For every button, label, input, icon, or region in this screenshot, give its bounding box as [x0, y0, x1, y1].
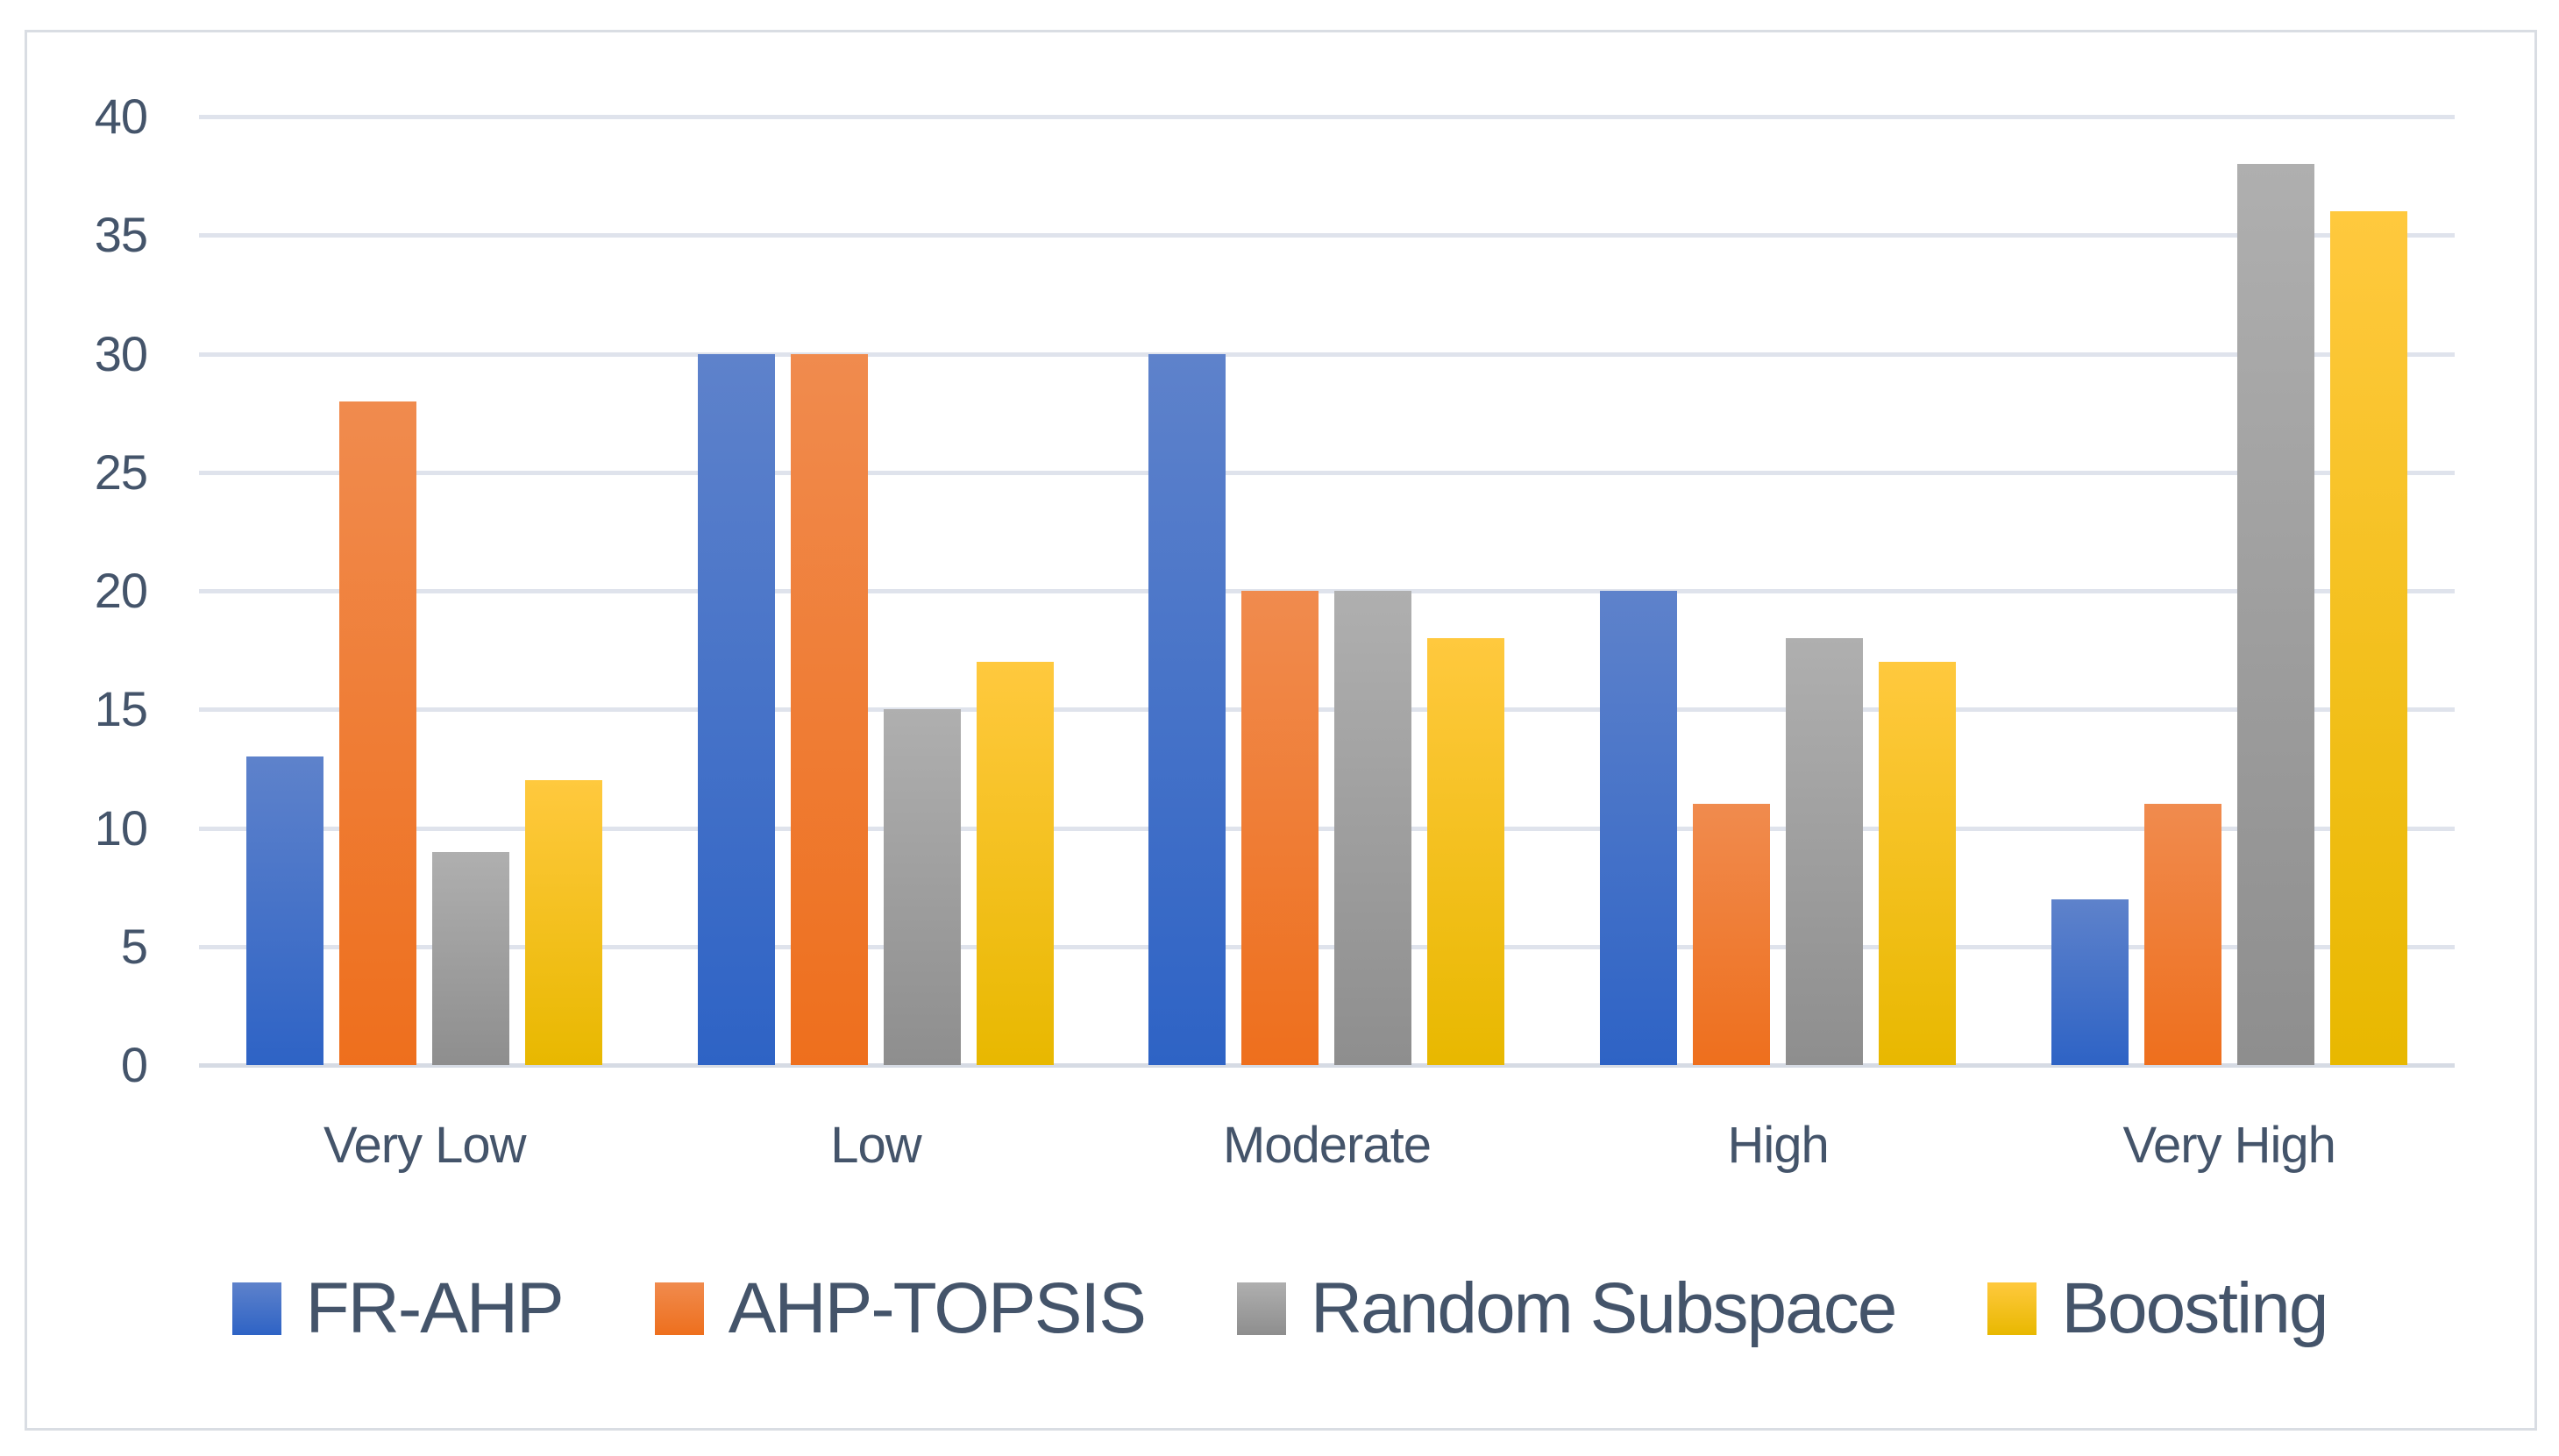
- legend-label-fr-ahp: FR-AHP: [305, 1268, 565, 1348]
- y-tick-label-0: 0: [120, 1037, 148, 1092]
- legend-label-random-subspace: Random Subspace: [1310, 1268, 1897, 1348]
- legend-swatch-boosting: [1987, 1282, 2037, 1335]
- bar-fr-ahp-moderate: [1148, 353, 1226, 1065]
- x-tick-label-high: High: [1727, 1117, 1829, 1174]
- legend-swatch-random-subspace: [1236, 1282, 1286, 1335]
- legend: FR-AHP AHP-TOPSIS Random Subspace Boosting: [0, 1269, 2559, 1348]
- legend-item-boosting: Boosting: [1987, 1268, 2328, 1348]
- bar-boosting-very-low: [525, 780, 603, 1065]
- gridline-5: [199, 944, 2455, 949]
- bar-boosting-moderate: [1427, 638, 1505, 1065]
- bar-group-very-high: [2003, 164, 2455, 1065]
- bar-random-subspace-moderate: [1334, 591, 1412, 1065]
- bar-boosting-high: [1879, 662, 1957, 1065]
- bar-random-subspace-high: [1786, 638, 1864, 1065]
- gridline-10: [199, 826, 2455, 831]
- x-tick-label-very-low: Very Low: [323, 1117, 527, 1174]
- bar-group-very-low: [199, 401, 650, 1065]
- y-tick-label-25: 25: [94, 444, 148, 500]
- x-tick-label-very-high: Very High: [2122, 1117, 2335, 1174]
- x-tick-label-moderate: Moderate: [1222, 1117, 1432, 1174]
- legend-swatch-ahp-topsis: [654, 1282, 704, 1335]
- y-tick-label-15: 15: [94, 681, 148, 737]
- bar-fr-ahp-very-high: [2051, 898, 2129, 1065]
- legend-item-fr-ahp: FR-AHP: [231, 1268, 565, 1348]
- gridline-30: [199, 352, 2455, 357]
- gridline-25: [199, 470, 2455, 475]
- bar-boosting-very-high: [2329, 211, 2407, 1065]
- legend-label-boosting: Boosting: [2061, 1268, 2328, 1348]
- bar-fr-ahp-low: [697, 353, 775, 1065]
- bar-ahp-topsis-high: [1693, 804, 1771, 1065]
- y-tick-label-30: 30: [94, 325, 148, 381]
- bar-random-subspace-very-high: [2236, 164, 2314, 1065]
- bar-boosting-low: [976, 662, 1054, 1065]
- bar-random-subspace-low: [883, 709, 961, 1065]
- gridline-35: [199, 233, 2455, 238]
- legend-swatch-fr-ahp: [231, 1282, 281, 1335]
- bar-fr-ahp-high: [1600, 591, 1678, 1065]
- bar-ahp-topsis-low: [790, 353, 868, 1065]
- bar-group-moderate: [1101, 353, 1553, 1065]
- x-axis-line: [199, 1063, 2455, 1068]
- bar-ahp-topsis-very-high: [2143, 804, 2221, 1065]
- gridline-20: [199, 589, 2455, 593]
- y-tick-label-10: 10: [94, 799, 148, 856]
- legend-item-random-subspace: Random Subspace: [1236, 1268, 1897, 1348]
- bar-ahp-topsis-moderate: [1241, 591, 1319, 1065]
- y-tick-label-40: 40: [94, 89, 148, 144]
- y-tick-label-35: 35: [94, 207, 148, 263]
- bar-fr-ahp-very-low: [246, 756, 324, 1065]
- y-tick-label-5: 5: [120, 918, 148, 974]
- gridline-40: [199, 115, 2455, 119]
- bar-group-low: [650, 353, 1102, 1065]
- y-tick-label-20: 20: [94, 563, 148, 618]
- bar-group-high: [1553, 591, 2004, 1065]
- x-tick-label-low: Low: [830, 1117, 921, 1174]
- legend-item-ahp-topsis: AHP-TOPSIS: [654, 1268, 1147, 1348]
- legend-label-ahp-topsis: AHP-TOPSIS: [728, 1268, 1147, 1348]
- bar-ahp-topsis-very-low: [339, 401, 417, 1065]
- gridline-15: [199, 707, 2455, 713]
- bar-random-subspace-very-low: [432, 851, 510, 1065]
